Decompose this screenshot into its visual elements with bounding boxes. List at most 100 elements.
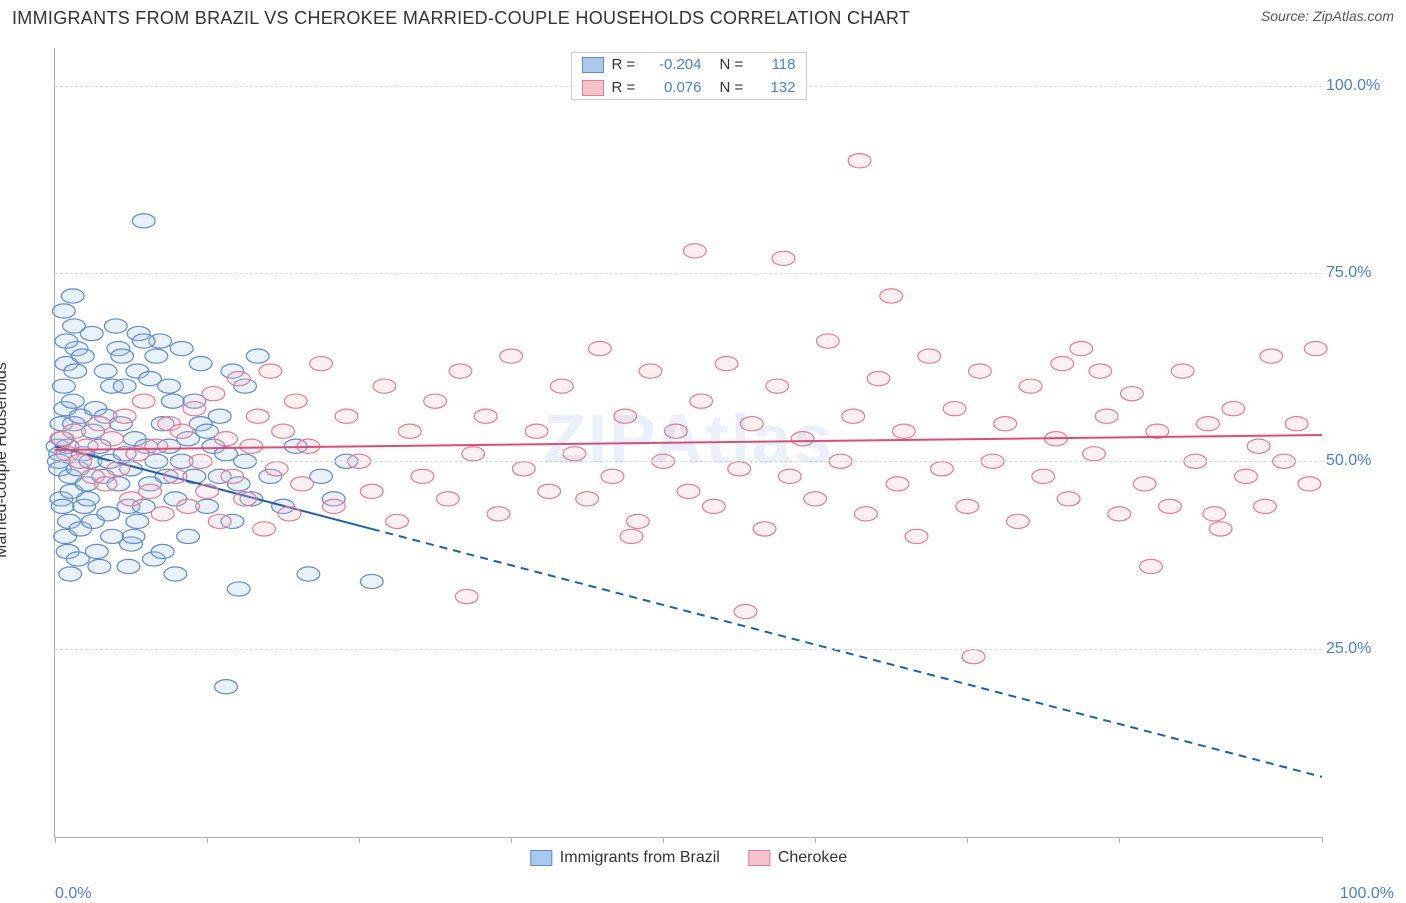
data-point-cherokee [386, 514, 409, 528]
data-point-cherokee [139, 484, 162, 498]
data-point-cherokee [1095, 409, 1118, 423]
data-point-brazil [170, 341, 193, 355]
data-point-cherokee [614, 409, 637, 423]
data-point-cherokee [1108, 507, 1131, 521]
data-point-brazil [111, 349, 134, 363]
data-point-cherokee [842, 409, 865, 423]
data-point-brazil [360, 574, 383, 588]
data-point-cherokee [170, 424, 193, 438]
x-tick [207, 837, 208, 843]
data-point-brazil [158, 379, 181, 393]
x-tick [1322, 837, 1323, 843]
data-point-cherokee [1121, 387, 1144, 401]
data-point-brazil [94, 364, 117, 378]
data-point-cherokee [455, 589, 478, 603]
data-point-cherokee [525, 424, 548, 438]
data-point-cherokee [1171, 364, 1194, 378]
data-point-cherokee [994, 417, 1017, 431]
data-point-cherokee [1260, 349, 1283, 363]
legend-r-label: R = [612, 56, 644, 73]
data-point-cherokee [1032, 469, 1055, 483]
data-point-brazil [52, 379, 75, 393]
chart-source: Source: ZipAtlas.com [1261, 8, 1394, 24]
data-point-cherokee [322, 499, 345, 513]
data-point-cherokee [905, 529, 928, 543]
legend-n-value: 132 [760, 79, 796, 96]
data-point-cherokee [563, 447, 586, 461]
data-point-brazil [113, 379, 136, 393]
data-point-cherokee [690, 394, 713, 408]
legend-swatch [748, 850, 770, 866]
data-point-brazil [64, 364, 87, 378]
data-point-brazil [122, 529, 145, 543]
data-point-cherokee [962, 650, 985, 664]
data-point-cherokee [943, 402, 966, 416]
legend-n-label: N = [720, 56, 752, 73]
data-point-cherokee [766, 379, 789, 393]
y-tick-label: 25.0% [1326, 640, 1390, 658]
data-point-cherokee [259, 364, 282, 378]
data-point-brazil [61, 394, 84, 408]
data-point-cherokee [816, 334, 839, 348]
data-point-cherokee [208, 514, 231, 528]
data-point-cherokee [1019, 379, 1042, 393]
legend-swatch [582, 80, 604, 96]
y-tick-label: 50.0% [1326, 452, 1390, 470]
data-point-cherokee [411, 469, 434, 483]
data-point-cherokee [246, 409, 269, 423]
x-tick [1119, 837, 1120, 843]
data-point-cherokee [880, 289, 903, 303]
data-point-cherokee [177, 499, 200, 513]
data-point-cherokee [215, 432, 238, 446]
data-point-cherokee [227, 372, 250, 386]
x-tick-label: 0.0% [55, 885, 91, 903]
data-point-cherokee [867, 372, 890, 386]
data-point-cherokee [1304, 341, 1327, 355]
gridline [55, 461, 1322, 462]
data-point-brazil [71, 349, 94, 363]
data-point-cherokee [424, 394, 447, 408]
data-point-brazil [215, 680, 238, 694]
data-point-cherokee [88, 417, 111, 431]
y-axis-label: Married-couple Households [0, 362, 11, 558]
plot-area: ZIPAtlas R =-0.204N =118R =0.076N =132 I… [54, 48, 1322, 838]
data-point-cherokee [791, 432, 814, 446]
x-tick-label: 100.0% [1340, 885, 1394, 903]
legend-row-cherokee: R =0.076N =132 [572, 76, 806, 99]
legend-swatch [530, 850, 552, 866]
legend-item-brazil: Immigrants from Brazil [530, 849, 720, 867]
data-point-cherokee [500, 349, 523, 363]
data-point-cherokee [1247, 439, 1270, 453]
data-point-cherokee [398, 424, 421, 438]
data-point-cherokee [196, 484, 219, 498]
legend-swatch [582, 57, 604, 73]
data-point-cherokee [1070, 341, 1093, 355]
data-point-cherokee [892, 424, 915, 438]
data-point-brazil [117, 559, 140, 573]
data-point-brazil [132, 334, 155, 348]
data-point-cherokee [728, 462, 751, 476]
data-point-cherokee [183, 402, 206, 416]
data-point-cherokee [1051, 356, 1074, 370]
data-point-cherokee [702, 499, 725, 513]
data-point-cherokee [151, 507, 174, 521]
data-point-cherokee [1285, 417, 1308, 431]
data-point-cherokee [1197, 417, 1220, 431]
data-point-brazil [297, 567, 320, 581]
data-point-cherokee [550, 379, 573, 393]
data-point-brazil [61, 289, 84, 303]
chart-title: IMMIGRANTS FROM BRAZIL VS CHEROKEE MARRI… [12, 8, 910, 29]
data-point-brazil [177, 529, 200, 543]
data-point-cherokee [804, 492, 827, 506]
x-tick [359, 837, 360, 843]
data-point-cherokee [576, 492, 599, 506]
data-point-cherokee [1203, 507, 1226, 521]
data-point-cherokee [1083, 447, 1106, 461]
data-point-brazil [88, 559, 111, 573]
data-point-brazil [77, 492, 100, 506]
data-point-cherokee [253, 522, 276, 536]
data-point-cherokee [221, 469, 244, 483]
gridline [55, 649, 1322, 650]
data-point-cherokee [449, 364, 472, 378]
data-point-cherokee [1007, 514, 1030, 528]
